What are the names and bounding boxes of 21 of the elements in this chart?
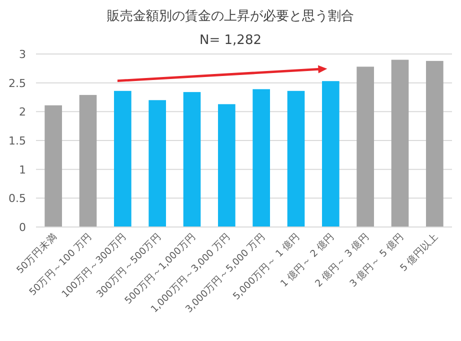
y-tick-label: 3 — [19, 48, 26, 61]
y-tick-label: 0 — [19, 221, 26, 234]
chart-title: 販売金額別の賃金の上昇が必要と思う割合 — [107, 9, 354, 24]
bar — [287, 90, 305, 227]
bar — [252, 89, 270, 227]
bar — [356, 66, 374, 227]
bar — [148, 100, 166, 227]
y-tick-label: 2.5 — [8, 76, 26, 90]
bar — [322, 81, 340, 227]
bar — [391, 60, 409, 227]
bar — [79, 94, 97, 227]
y-tick-label: 1.5 — [8, 134, 26, 148]
bar — [218, 104, 236, 227]
bar — [44, 105, 62, 227]
bar — [426, 60, 444, 227]
y-tick-label: 0.5 — [8, 192, 26, 206]
y-tick-label: 1 — [19, 163, 26, 176]
chart-subtitle: N= 1,282 — [200, 33, 262, 48]
bar — [114, 90, 132, 227]
y-tick-label: 2 — [19, 106, 26, 119]
bar — [183, 92, 201, 227]
